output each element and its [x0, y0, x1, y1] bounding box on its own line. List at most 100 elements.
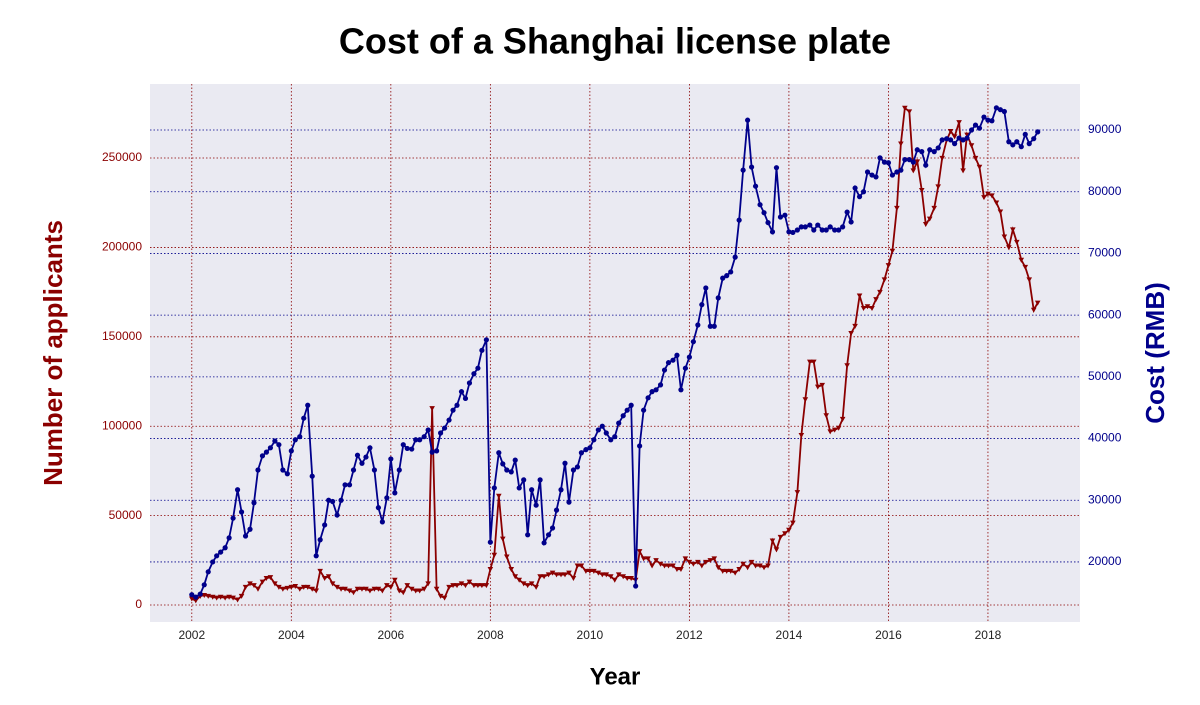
point-marker: [458, 389, 465, 395]
point-marker: [665, 360, 672, 366]
point-marker: [276, 442, 282, 448]
point-marker: [852, 323, 858, 329]
point-marker: [578, 450, 585, 456]
point-marker: [889, 172, 896, 178]
point-marker: [608, 437, 614, 443]
point-marker: [558, 487, 564, 493]
point-marker: [267, 575, 274, 581]
point-marker: [972, 122, 979, 128]
point-marker: [815, 222, 821, 228]
point-marker: [226, 535, 232, 541]
point-marker: [645, 395, 651, 401]
point-marker: [466, 579, 473, 585]
point-marker: [189, 592, 195, 598]
point-marker: [516, 577, 523, 583]
point-marker: [628, 575, 634, 581]
point-marker: [562, 572, 568, 578]
point-marker: [860, 189, 867, 195]
point-marker: [284, 585, 291, 591]
point-marker: [1010, 227, 1016, 233]
point-marker: [583, 447, 589, 453]
point-marker: [263, 575, 270, 581]
point-marker: [280, 467, 286, 473]
point-marker: [794, 490, 801, 496]
point-marker: [400, 442, 406, 448]
point-marker: [508, 567, 515, 573]
point-marker: [1014, 139, 1020, 145]
point-marker: [748, 164, 755, 170]
point-marker: [549, 570, 556, 576]
point-marker: [359, 460, 365, 466]
point-marker: [313, 553, 319, 559]
point-marker: [297, 434, 303, 440]
point-marker: [292, 584, 299, 590]
point-marker: [649, 563, 655, 569]
point-marker: [214, 553, 220, 559]
point-marker: [1022, 131, 1028, 137]
point-marker: [342, 586, 348, 592]
point-marker: [322, 522, 328, 528]
point-marker: [429, 449, 435, 455]
point-marker: [441, 425, 448, 431]
point-marker: [773, 547, 780, 553]
point-marker: [321, 575, 328, 581]
point-marker: [752, 183, 759, 189]
point-marker: [989, 193, 995, 199]
point-marker: [624, 575, 630, 581]
point-marker: [496, 450, 502, 456]
point-marker: [367, 588, 373, 594]
point-marker: [259, 579, 266, 585]
point-marker: [724, 273, 730, 279]
point-marker: [537, 477, 543, 483]
point-marker: [798, 224, 804, 230]
point-marker: [238, 509, 245, 515]
y-tick-label: 100000: [102, 418, 142, 432]
point-marker: [790, 229, 796, 236]
point-marker: [525, 532, 531, 538]
point-marker: [757, 563, 763, 569]
point-marker: [566, 499, 572, 505]
point-marker: [350, 590, 357, 596]
point-marker: [454, 583, 460, 589]
y-tick-label: 50000: [109, 508, 143, 522]
point-marker: [334, 584, 340, 590]
point-marker: [715, 565, 722, 571]
point-marker: [242, 584, 249, 590]
point-marker: [699, 302, 705, 308]
point-marker: [686, 559, 693, 565]
point-marker: [259, 453, 266, 459]
point-marker: [636, 549, 643, 555]
point-marker: [985, 191, 991, 197]
point-marker: [1035, 129, 1041, 135]
point-marker: [541, 574, 547, 580]
point-marker: [740, 561, 746, 567]
point-marker: [1001, 108, 1007, 115]
point-marker: [869, 306, 875, 312]
point-marker: [566, 570, 572, 576]
point-marker: [296, 586, 303, 592]
point-marker: [491, 485, 497, 491]
point-marker: [309, 586, 316, 592]
point-marker: [836, 227, 842, 233]
point-marker: [524, 583, 531, 589]
point-marker: [549, 525, 556, 531]
point-marker: [379, 588, 386, 594]
point-marker: [512, 574, 519, 580]
point-marker: [413, 437, 419, 443]
point-marker: [553, 572, 560, 578]
point-marker: [408, 586, 415, 592]
point-marker: [848, 219, 854, 225]
point-marker: [972, 155, 979, 161]
point-marker: [1030, 307, 1037, 313]
point-marker: [288, 584, 295, 590]
point-marker: [301, 415, 307, 421]
point-marker: [922, 221, 929, 227]
point-marker: [744, 565, 751, 571]
point-marker: [326, 497, 332, 503]
point-marker: [728, 269, 734, 275]
y2-tick-label: 80000: [1088, 184, 1122, 198]
point-marker: [889, 248, 896, 254]
point-marker: [769, 538, 776, 544]
point-marker: [1026, 277, 1033, 283]
point-marker: [300, 584, 307, 590]
